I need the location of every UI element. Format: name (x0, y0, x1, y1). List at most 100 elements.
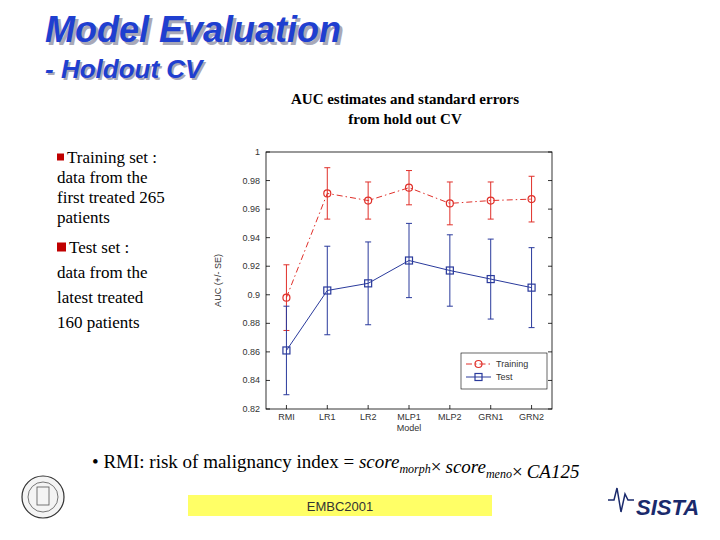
x-tick (368, 405, 369, 409)
error-bar (529, 176, 535, 222)
footnote-factor: score (445, 456, 485, 477)
plot-marks (283, 168, 535, 395)
marker (487, 276, 494, 283)
y-tick (548, 294, 552, 295)
y-tick-label: 0.88 (242, 318, 260, 328)
error-bar (488, 182, 494, 219)
seal-logo (22, 476, 64, 518)
seal-logo-inner (28, 482, 58, 512)
y-tick-label: 0.96 (242, 204, 260, 214)
y-tick-label: 0.84 (242, 375, 260, 385)
x-tick-label: MLP1 (397, 412, 421, 422)
error-bar (488, 239, 494, 319)
y-tick-label: 0.82 (242, 404, 260, 414)
x-axis-label: Model (397, 423, 422, 433)
error-bar (447, 235, 453, 306)
bullet-text: 160 patients (57, 313, 140, 332)
y-tick-label: 1 (255, 147, 260, 157)
error-bar (447, 182, 453, 225)
marker (475, 374, 482, 381)
logo-text: SISTA (636, 495, 699, 520)
chart-background (192, 128, 612, 442)
y-tick (266, 351, 270, 352)
chart-title: from hold out CV (348, 111, 462, 127)
x-tick (409, 405, 410, 409)
bullet-text: latest treated (57, 288, 144, 307)
y-tick (548, 409, 552, 410)
error-bar (365, 242, 371, 325)
plot-frame (266, 152, 552, 409)
bullet-text: data from the (57, 263, 148, 282)
footnote-times: × (512, 461, 523, 482)
y-tick (266, 237, 270, 238)
marker (365, 197, 372, 204)
x-tick (327, 405, 328, 409)
y-tick (548, 380, 552, 381)
x-tick-label: GRN2 (519, 412, 544, 422)
error-bar (406, 223, 412, 297)
bullet-text: Training set : (67, 148, 157, 167)
marker (446, 200, 453, 207)
y-tick-label: 0.9 (247, 290, 260, 300)
y-tick (548, 266, 552, 267)
y-tick (266, 209, 270, 210)
footnote-factor: score (359, 451, 399, 472)
marker (475, 361, 482, 368)
y-tick (548, 237, 552, 238)
error-bar (365, 182, 371, 219)
bullet-text: data from the (57, 168, 148, 187)
footer-text: EMBC2001 (307, 499, 373, 514)
error-bar (324, 168, 330, 219)
marker (406, 184, 413, 191)
footnote-lead: • RMI: risk of malignancy index = (92, 451, 359, 472)
marker (446, 267, 453, 274)
bullet-marker (57, 243, 66, 252)
title: Model Evaluation (45, 9, 341, 50)
y-tick (548, 351, 552, 352)
seal-logo-shield (37, 487, 49, 505)
x-tick (531, 405, 532, 409)
y-tick (266, 180, 270, 181)
legend-box (461, 353, 547, 389)
x-tick-label: LR1 (319, 412, 336, 422)
error-bar (406, 171, 412, 205)
y-tick (548, 323, 552, 324)
legend-line (466, 377, 491, 378)
bullet-text: first treated 265 (57, 188, 165, 207)
y-tick-label: 0.92 (242, 261, 260, 271)
chart-title: AUC estimates and standard errors (291, 91, 519, 107)
y-tick (266, 323, 270, 324)
legend-line (466, 364, 491, 365)
y-axis-label: AUC (+/- SE) (213, 254, 223, 307)
y-tick (266, 380, 270, 381)
y-tick-label: 0.94 (242, 233, 260, 243)
y-tick-label: 0.86 (242, 347, 260, 357)
y-tick (548, 180, 552, 181)
y-tick (266, 294, 270, 295)
y-tick (266, 266, 270, 267)
marker (528, 196, 535, 203)
x-tick-label: MLP2 (438, 412, 462, 422)
marker (324, 287, 331, 294)
footer-box (188, 495, 492, 516)
legend-label: Training (496, 359, 528, 369)
y-tick (266, 152, 270, 153)
marker (283, 347, 290, 354)
error-bar (529, 248, 535, 328)
x-tick-label: LR2 (360, 412, 377, 422)
footnote-factor: CA125 (527, 461, 580, 482)
slide: Model EvaluationModel Evaluation- Holdou… (0, 0, 720, 540)
footnote-subscript: meno (486, 467, 512, 481)
subtitle: - Holdout CV (45, 54, 205, 84)
x-tick-label: RMI (278, 412, 295, 422)
bullet-text: Test set : (69, 238, 129, 257)
marker (406, 257, 413, 264)
marker (324, 190, 331, 197)
footnote: • RMI: risk of malignancy index = scorem… (92, 451, 579, 482)
y-tick (548, 152, 552, 153)
error-bar (324, 246, 330, 335)
footnote-times: × (431, 456, 442, 477)
logo-wave (608, 488, 634, 512)
marker (365, 280, 372, 287)
y-tick (548, 209, 552, 210)
